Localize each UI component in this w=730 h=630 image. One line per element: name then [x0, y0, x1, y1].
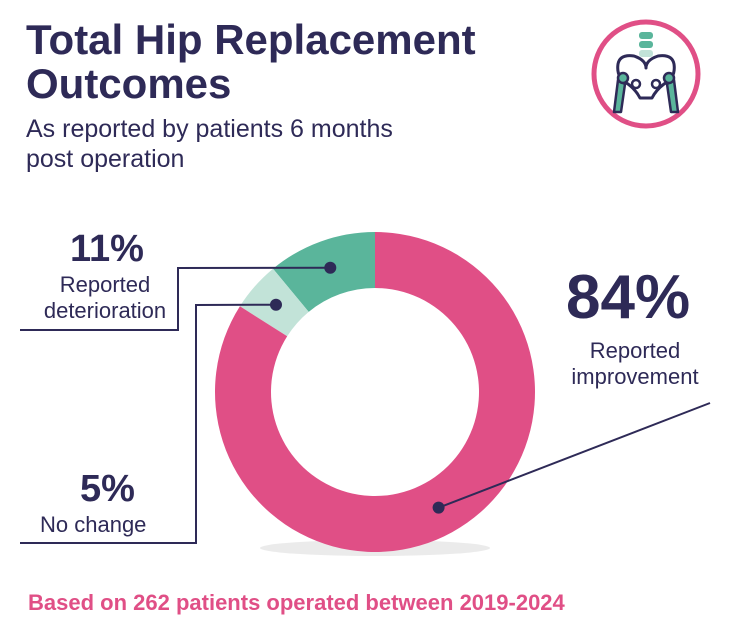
no-change-percent-label: 5% — [80, 468, 135, 510]
deterioration-label-line-1: Reported — [59, 272, 151, 297]
improvement-label: Reported improvement — [555, 338, 715, 390]
pelvis-hip-joint-icon — [591, 19, 701, 129]
deterioration-percent-label: 11% — [70, 228, 144, 270]
improvement-label-line-1: Reported — [589, 338, 681, 363]
title-line-2: Outcomes — [26, 60, 232, 107]
leader-line-no-change — [20, 303, 276, 544]
no-change-label: No change — [40, 512, 147, 537]
chart-subtitle: As reported by patients 6 months post op… — [26, 114, 496, 174]
chart-title: Total Hip Replacement Outcomes — [26, 18, 566, 106]
improvement-label-line-2: improvement — [571, 364, 699, 389]
title-line-1: Total Hip Replacement — [26, 16, 476, 63]
subtitle-line-1: As reported by patients 6 months — [26, 115, 393, 143]
leader-line-deterioration — [20, 266, 331, 331]
slice-deterioration — [273, 232, 375, 312]
footnote: Based on 262 patients operated between 2… — [28, 590, 565, 615]
slice-improvement — [214, 232, 535, 552]
improvement-percent-label: 84% — [566, 263, 691, 332]
leader-line-improvement — [438, 402, 711, 509]
deterioration-label: Reported deterioration — [30, 272, 180, 324]
deterioration-label-line-2: deterioration — [43, 298, 167, 323]
subtitle-line-2: post operation — [26, 145, 185, 173]
